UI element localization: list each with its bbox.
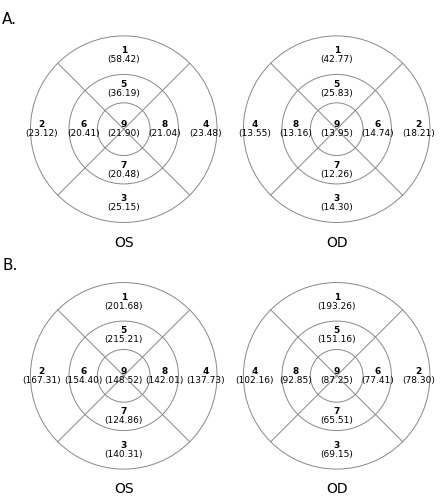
Text: 2: 2 xyxy=(38,120,45,129)
Text: 3: 3 xyxy=(333,441,340,450)
Text: 4: 4 xyxy=(202,367,209,376)
Text: 2: 2 xyxy=(38,367,45,376)
Text: (87.25): (87.25) xyxy=(320,376,353,385)
Text: 5: 5 xyxy=(121,326,127,336)
Text: (154.40): (154.40) xyxy=(64,376,102,385)
Text: B.: B. xyxy=(2,258,17,272)
Text: 8: 8 xyxy=(161,120,168,129)
Text: (124.86): (124.86) xyxy=(105,416,143,426)
Text: A.: A. xyxy=(2,12,17,28)
Text: 6: 6 xyxy=(80,120,86,129)
Text: 5: 5 xyxy=(121,80,127,88)
Text: (58.42): (58.42) xyxy=(107,55,140,64)
Text: 6: 6 xyxy=(80,367,86,376)
Text: 8: 8 xyxy=(161,367,168,376)
Text: (201.68): (201.68) xyxy=(105,302,143,311)
Text: (20.41): (20.41) xyxy=(67,129,100,138)
Text: (13.16): (13.16) xyxy=(280,129,312,138)
Text: 5: 5 xyxy=(333,326,340,336)
Text: (13.95): (13.95) xyxy=(320,129,353,138)
Text: (23.48): (23.48) xyxy=(190,129,222,138)
Text: (78.30): (78.30) xyxy=(402,376,435,385)
Text: (20.48): (20.48) xyxy=(107,170,140,178)
Text: (13.55): (13.55) xyxy=(238,129,271,138)
Text: 3: 3 xyxy=(121,441,127,450)
Text: (140.31): (140.31) xyxy=(105,450,143,459)
Text: 7: 7 xyxy=(333,161,340,170)
Text: 9: 9 xyxy=(333,120,340,129)
Text: 9: 9 xyxy=(333,367,340,376)
Text: 4: 4 xyxy=(202,120,209,129)
Text: OD: OD xyxy=(326,482,347,496)
Text: (102.16): (102.16) xyxy=(235,376,274,385)
Text: OS: OS xyxy=(114,236,134,250)
Text: 8: 8 xyxy=(293,120,299,129)
Text: 4: 4 xyxy=(251,367,258,376)
Text: 3: 3 xyxy=(333,194,340,203)
Text: (142.01): (142.01) xyxy=(145,376,183,385)
Text: (21.04): (21.04) xyxy=(148,129,181,138)
Text: 8: 8 xyxy=(293,367,299,376)
Text: 1: 1 xyxy=(121,293,127,302)
Text: (42.77): (42.77) xyxy=(320,55,353,64)
Text: (92.85): (92.85) xyxy=(280,376,312,385)
Text: (14.30): (14.30) xyxy=(320,203,353,212)
Text: OD: OD xyxy=(326,236,347,250)
Text: (23.12): (23.12) xyxy=(25,129,58,138)
Text: (77.41): (77.41) xyxy=(361,376,394,385)
Text: 5: 5 xyxy=(333,80,340,88)
Text: (25.83): (25.83) xyxy=(320,88,353,98)
Text: (137.73): (137.73) xyxy=(186,376,225,385)
Text: (151.16): (151.16) xyxy=(317,335,356,344)
Text: 1: 1 xyxy=(333,46,340,55)
Text: 1: 1 xyxy=(121,46,127,55)
Text: (12.26): (12.26) xyxy=(320,170,353,178)
Text: (193.26): (193.26) xyxy=(317,302,356,311)
Text: 9: 9 xyxy=(121,120,127,129)
Text: 2: 2 xyxy=(416,120,422,129)
Text: 6: 6 xyxy=(374,120,380,129)
Text: 2: 2 xyxy=(416,367,422,376)
Text: (65.51): (65.51) xyxy=(320,416,353,426)
Text: 7: 7 xyxy=(121,161,127,170)
Text: (18.21): (18.21) xyxy=(402,129,435,138)
Text: (21.90): (21.90) xyxy=(107,129,140,138)
Text: 1: 1 xyxy=(333,293,340,302)
Text: OS: OS xyxy=(114,482,134,496)
Text: 9: 9 xyxy=(121,367,127,376)
Text: (215.21): (215.21) xyxy=(105,335,143,344)
Text: 6: 6 xyxy=(374,367,380,376)
Text: 7: 7 xyxy=(333,408,340,416)
Text: 4: 4 xyxy=(251,120,258,129)
Text: (14.74): (14.74) xyxy=(361,129,393,138)
Text: (167.31): (167.31) xyxy=(22,376,61,385)
Text: (69.15): (69.15) xyxy=(320,450,353,459)
Text: 7: 7 xyxy=(121,408,127,416)
Text: 3: 3 xyxy=(121,194,127,203)
Text: (36.19): (36.19) xyxy=(107,88,140,98)
Text: (148.52): (148.52) xyxy=(105,376,143,385)
Text: (25.15): (25.15) xyxy=(107,203,140,212)
